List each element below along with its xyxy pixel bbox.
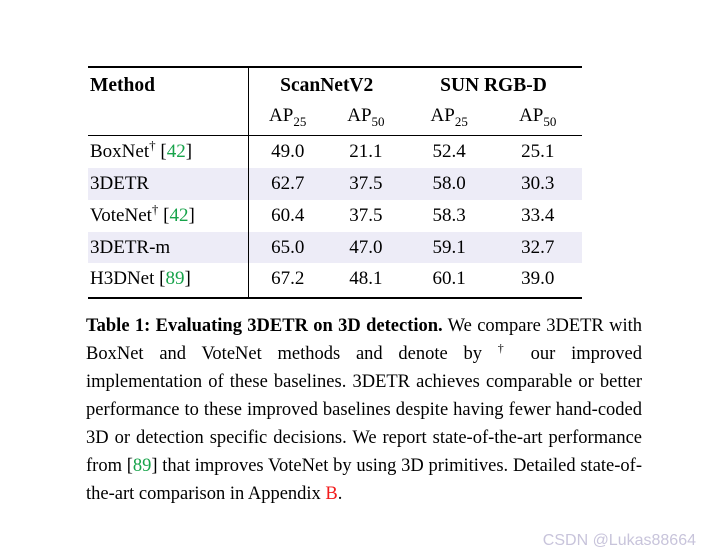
caption-text: our improved implementation of these bas… [86, 344, 643, 477]
ap50-scannet-value: 48.1 [326, 263, 405, 300]
ap25-sunrgbd-value: 59.1 [432, 236, 466, 258]
ap-subscript: 25 [293, 114, 307, 130]
cite-bracket-close: ] [184, 268, 191, 290]
results-table: Method ScanNetV2 SUN RGB-D AP25 AP50 AP2… [88, 65, 582, 300]
method-cell: VoteNet† [42] [88, 199, 249, 232]
ap50-scannet-value: 47.0 [349, 236, 383, 258]
method-name: 3DETR [90, 173, 150, 195]
ap25-sunrgbd-value: 58.3 [432, 204, 466, 226]
csdn-watermark: CSDN @Lukas88664 [542, 532, 696, 549]
col-header-ap50-scannet: AP50 [326, 101, 405, 137]
ap50-sunrgbd-value: 32.7 [521, 236, 555, 258]
caption-text: ] that improves VoteNet by using 3D prim… [86, 456, 642, 505]
method-cell: 3DETR [88, 168, 249, 200]
ap25-scannet-value: 62.7 [271, 173, 305, 195]
ap-subscript: 25 [454, 114, 468, 130]
ap25-scannet-value: 67.2 [248, 263, 327, 300]
ap25-sunrgbd-value: 58.0 [432, 173, 466, 195]
ap25-scannet-value: 65.0 [271, 236, 305, 258]
cite-bracket-open: [ [158, 204, 170, 226]
ap-subscript: 50 [543, 114, 557, 130]
method-cell: H3DNet [89] [88, 263, 249, 300]
caption-title: Table 1: Evaluating 3DETR on 3D detectio… [86, 316, 443, 337]
ap50-sunrgbd-value: 25.1 [521, 141, 555, 163]
table-subheader-row: AP25 AP50 AP25 AP50 [88, 101, 582, 137]
ap50-scannet-value: 37.5 [349, 204, 383, 226]
table-header-row: Method ScanNetV2 SUN RGB-D [88, 65, 582, 102]
ap25-sunrgbd-value: 60.1 [404, 263, 494, 300]
method-name: BoxNet [90, 141, 150, 163]
ap-label: AP [269, 105, 294, 127]
ap-label: AP [519, 105, 544, 127]
ap25-scannet-value: 49.0 [271, 141, 305, 163]
table-row: VoteNet† [42] 60.4 37.5 58.3 33.4 [88, 199, 582, 232]
table-row: BoxNet† [42] 49.0 21.1 52.4 25.1 [88, 135, 582, 169]
citation-link[interactable]: 89 [132, 456, 152, 477]
ap50-sunrgbd-value: 30.3 [521, 173, 555, 195]
appendix-link[interactable]: B [325, 484, 338, 505]
ap50-sunrgbd-value: 39.0 [493, 263, 582, 300]
ap50-sunrgbd-value: 33.4 [521, 204, 555, 226]
citation-link[interactable]: 89 [165, 268, 185, 290]
method-cell: BoxNet† [42] [88, 135, 249, 169]
col-header-method: Method [88, 65, 249, 102]
ap50-scannet-value: 37.5 [349, 173, 383, 195]
ap25-sunrgbd-value: 52.4 [432, 141, 466, 163]
method-name: H3DNet [90, 268, 155, 290]
ap-label: AP [347, 105, 372, 127]
table-row: 3DETR 62.7 37.5 58.0 30.3 [88, 168, 582, 200]
subheader-empty-cell [88, 101, 249, 137]
table-row: 3DETR-m 65.0 47.0 59.1 32.7 [88, 231, 582, 264]
col-header-ap50-sunrgbd: AP50 [493, 101, 582, 137]
ap25-scannet-value: 60.4 [271, 204, 305, 226]
col-group-scannetv2: ScanNetV2 [248, 65, 405, 102]
method-cell: 3DETR-m [88, 231, 249, 264]
ap-subscript: 50 [371, 114, 385, 130]
col-group-sunrgbd: SUN RGB-D [404, 65, 582, 102]
caption-text: We compare 3DETR with BoxNet and VoteNet… [86, 316, 642, 365]
cite-bracket-open: [ [154, 268, 166, 290]
dagger-mark: † [497, 341, 515, 356]
method-name: VoteNet [90, 204, 152, 226]
cite-bracket-open: [ [155, 141, 167, 163]
citation-link[interactable]: 42 [166, 141, 186, 163]
paper-page: Method ScanNetV2 SUN RGB-D AP25 AP50 AP2… [86, 65, 642, 508]
cite-bracket-close: ] [185, 141, 193, 163]
ap-label: AP [430, 105, 455, 127]
table-caption: Table 1: Evaluating 3DETR on 3D detectio… [86, 312, 642, 508]
ap50-scannet-value: 21.1 [349, 141, 383, 163]
method-name: 3DETR-m [90, 236, 171, 258]
col-header-ap25-scannet: AP25 [248, 101, 327, 137]
col-header-ap25-sunrgbd: AP25 [404, 101, 494, 137]
table-row: H3DNet [89] 67.2 48.1 60.1 39.0 [88, 263, 582, 300]
cite-bracket-close: ] [188, 204, 195, 226]
citation-link[interactable]: 42 [169, 204, 189, 226]
dagger-mark: † [151, 201, 159, 217]
dagger-mark: † [149, 138, 156, 154]
caption-text: . [337, 484, 343, 505]
